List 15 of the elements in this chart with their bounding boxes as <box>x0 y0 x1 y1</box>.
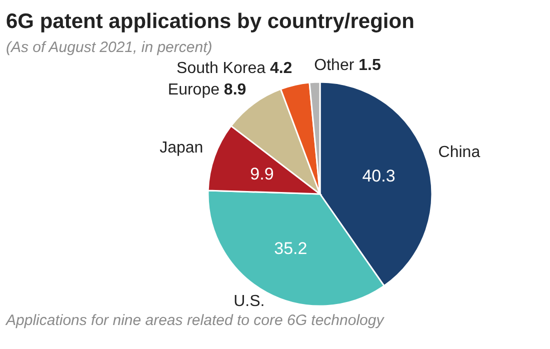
slice-label: Europe <box>168 81 220 98</box>
data-label: 40.3 <box>362 166 396 186</box>
data-label: 1.5 <box>354 57 381 74</box>
slice-label: Other <box>314 57 354 74</box>
chart-title: 6G patent applications by country/region <box>6 10 414 33</box>
slice-label: South Korea <box>176 60 266 78</box>
slice-label: Japan <box>160 139 204 156</box>
text: Applications for nine areas related to core 6G technology <box>5 312 386 329</box>
data-label: 35.2 <box>274 239 308 258</box>
data-label: 8.9 <box>219 81 246 98</box>
slice-label: China <box>438 144 480 161</box>
data-label: 9.9 <box>250 164 274 184</box>
chart-subtitle: (As of August 2021, in percent) <box>6 39 212 56</box>
data-label: 4.2 <box>266 60 292 78</box>
slice-label: U.S. <box>234 293 265 310</box>
